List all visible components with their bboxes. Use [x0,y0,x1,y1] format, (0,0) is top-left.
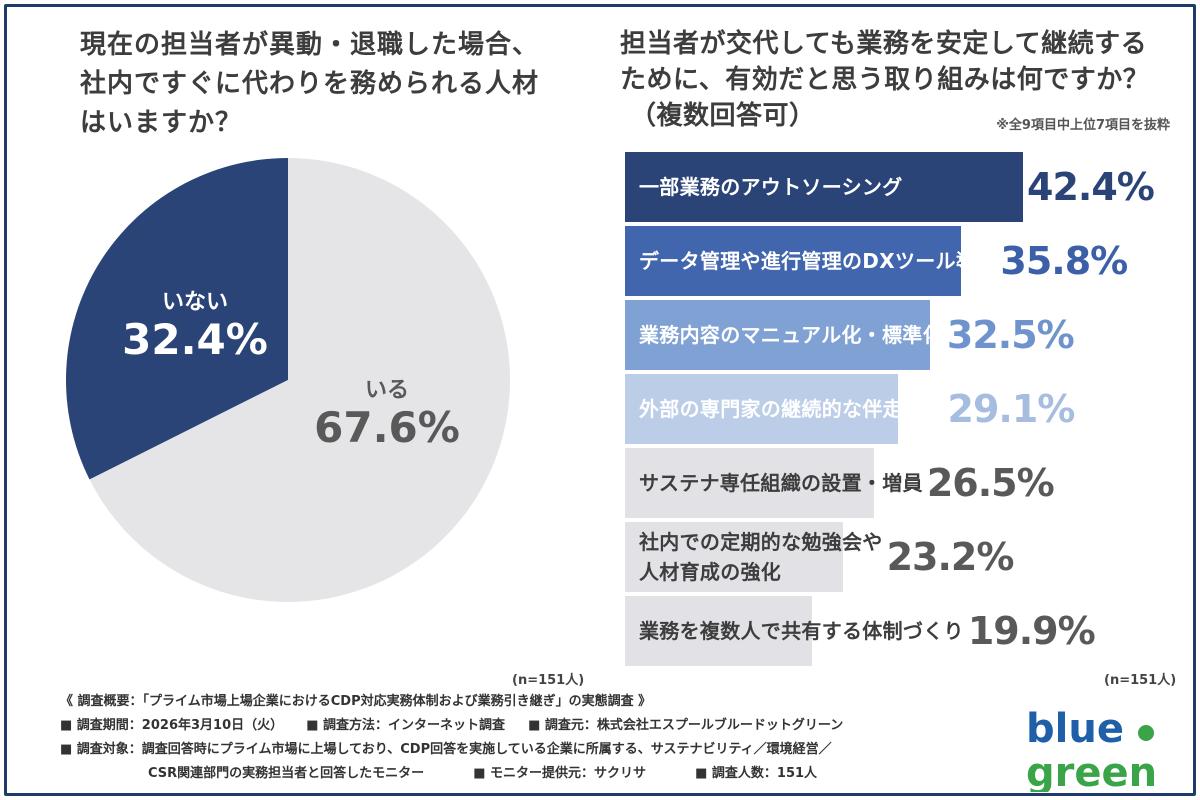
survey-organizer: ■ 調査元：株式会社エスプールブルードットグリーン [528,718,844,733]
bar-label: データ管理や進行管理のDXツール導入 [639,249,997,273]
survey-heading: 《 調査概要：「プライム市場上場企業におけるCDP対応実務体制および業務引き継ぎ… [60,694,652,709]
survey-target-1: ■ 調査対象：調査回答時にプライム市場に上場しており、CDP回答を実施している企… [60,742,832,757]
bar-title-line-3: （複数回答可） [630,101,816,131]
bar-label: サステナ専任組織の設置・増員 [639,471,923,495]
bar-value: 26.5% [926,461,1055,505]
bar-value: 32.5% [946,313,1075,357]
survey-period: ■ 調査期間：2026年3月10日（火） [60,718,284,733]
logo-dot-icon [1138,725,1154,741]
bar-label: 一部業務のアウトソーシング [639,175,903,199]
survey-info-row-1: ■ 調査期間：2026年3月10日（火） ■ 調査方法：インターネット調査 ■ … [60,714,1020,738]
bar [625,300,930,370]
pie-chart-title: 現在の担当者が異動・退職した場合、 社内ですぐに代わりを務められる人材 はいます… [80,26,580,143]
bar-value: 35.8% [1000,239,1128,283]
bar-sample-size: (n=151人) [1104,673,1177,688]
bar [625,374,898,444]
pie-title-line-2: 社内ですぐに代わりを務められる人材 [80,69,540,99]
bar-label: 社内での定期的な勉強会や 人材育成の強化 [639,530,883,584]
logo-line1: blue [1026,706,1124,752]
logo-line2: green [1026,750,1157,792]
bar-label: 業務内容のマニュアル化・標準化 [639,323,943,347]
bar [625,226,961,296]
bluegreen-logo: blue green [1026,706,1157,792]
bar [625,152,1023,222]
bar-label: 業務を複数人で共有する体制づくり [639,619,964,643]
pie-title-line-3: はいますか？ [80,108,243,138]
survey-method: ■ 調査方法：インターネット調査 [306,718,506,733]
pie-label-inai-name: いない [161,290,228,315]
excerpt-note: ※全9項目中上位7項目を抜粋 [996,118,1170,133]
pie-slice-iru [89,158,511,602]
bar [625,448,874,518]
survey-count: ■ 調査人数：151人 [695,766,818,781]
survey-overview: 《 調査概要：「プライム市場上場企業におけるCDP対応実務体制および業務引き継ぎ… [60,690,1020,786]
pie-chart [65,158,511,602]
bar-value: 29.1% [947,387,1076,431]
survey-target-2: CSR関連部門の実務担当者と回答したモニター [148,766,425,781]
bar-value: 19.9% [967,609,1096,653]
survey-provider: ■ モニター提供元：サクリサ [473,766,647,781]
pie-label-iru-name: いる [364,378,409,403]
pie-sample-size: (n=151人) [512,673,585,688]
pie-label-iru: いる 67.6% [312,372,462,452]
pie-label-inai: いない 32.4% [120,284,270,364]
bar [625,522,843,592]
pie-slice-inai [65,158,289,480]
bar-value: 23.2% [886,535,1015,579]
bar-value: 42.4% [1027,165,1155,209]
bar-title-line-1: 担当者が交代しても業務を安定して継続する [620,29,1148,59]
pie-title-line-1: 現在の担当者が異動・退職した場合、 [80,30,540,60]
bar-chart-title: 担当者が交代しても業務を安定して継続する ために、有効だと思う取り組みは何ですか… [620,26,1180,134]
pie-label-iru-value: 67.6% [314,403,460,452]
pie-label-inai-value: 32.4% [122,315,268,364]
survey-info-row-3: CSR関連部門の実務担当者と回答したモニター ■ モニター提供元：サクリサ ■ … [60,762,1020,786]
bar-title-line-2: ために、有効だと思う取り組みは何ですか？ [620,65,1150,95]
bar-label: 外部の専門家の継続的な伴走支援 [639,397,944,421]
bar [625,596,812,666]
